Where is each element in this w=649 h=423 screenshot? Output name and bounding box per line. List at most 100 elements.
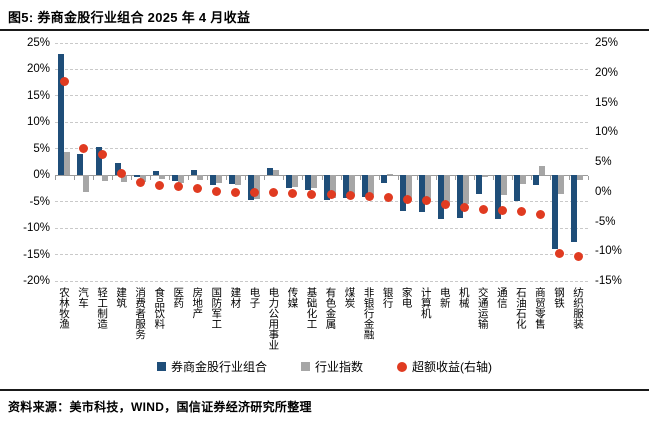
legend-marker-circle (397, 361, 408, 372)
bar-index (177, 175, 184, 184)
x-axis-line (55, 175, 588, 177)
legend-item: 超额收益(右轴) (397, 358, 492, 375)
dot-excess-return (440, 200, 450, 210)
legend-item: 行业指数 (301, 358, 363, 375)
bar-index (215, 175, 222, 183)
x-axis-label: 计算机 (419, 287, 432, 319)
source-note: 资料来源：美市科技，WIND，国信证券经济研究所整理 (8, 400, 312, 414)
bar-portfolio (476, 175, 483, 195)
bar-portfolio (95, 146, 102, 176)
x-axis-label: 消费者服务 (134, 287, 147, 340)
legend-label: 行业指数 (315, 360, 364, 374)
x-axis-tick (131, 176, 133, 181)
x-axis-label: 有色金属 (324, 287, 337, 329)
gridline (55, 254, 588, 256)
left-axis-tick-label: 25% (26, 37, 50, 49)
x-axis-tick (511, 176, 513, 181)
gridline (55, 201, 588, 203)
bar-portfolio (457, 175, 464, 218)
bar-portfolio (247, 175, 254, 201)
dot-excess-return (497, 205, 507, 215)
x-axis-label: 传媒 (286, 287, 299, 308)
bar-index (234, 175, 241, 186)
bar-portfolio (343, 175, 350, 199)
bar-portfolio (152, 170, 159, 176)
x-axis-tick (397, 176, 399, 181)
bar-index (368, 175, 375, 195)
x-axis-label: 家电 (400, 287, 413, 308)
legend-label: 超额收益(右轴) (412, 360, 493, 374)
dot-excess-return (155, 180, 165, 190)
x-axis-tick (283, 176, 285, 181)
x-axis-label: 建筑 (115, 287, 128, 308)
bar-index (406, 175, 413, 202)
bar-index (63, 152, 70, 176)
right-axis-tick-label: 5% (595, 156, 612, 168)
legend-marker-square (301, 362, 310, 371)
right-axis-tick-label: -5% (595, 215, 616, 228)
dot-excess-return (269, 188, 279, 198)
bar-index (463, 175, 470, 205)
bar-portfolio (228, 175, 235, 185)
dot-excess-return (421, 196, 431, 206)
bar-portfolio (495, 175, 502, 220)
x-axis-tick (226, 176, 228, 181)
dot-excess-return (117, 169, 127, 179)
bar-portfolio (285, 175, 292, 189)
x-axis-tick (93, 176, 95, 181)
x-axis-tick (568, 176, 570, 181)
gridline (55, 68, 588, 70)
x-axis-tick (588, 176, 589, 181)
x-axis-tick (492, 176, 494, 181)
bar-index (501, 175, 508, 196)
bar-index (330, 175, 337, 198)
x-axis-label: 通信 (495, 287, 508, 308)
x-axis-label: 国防军工 (210, 287, 223, 329)
bottom-divider (0, 389, 649, 391)
x-axis-tick (150, 176, 152, 181)
left-axis-tick-label: 10% (26, 116, 50, 129)
x-axis-tick (435, 176, 437, 181)
bar-index (444, 175, 451, 205)
x-axis-label: 银行 (381, 287, 394, 308)
bar-index (253, 175, 260, 200)
x-axis-tick (454, 176, 456, 181)
bar-index (158, 175, 165, 179)
x-axis-tick (74, 176, 76, 181)
dot-excess-return (60, 77, 70, 87)
x-axis-label: 电子 (248, 287, 261, 308)
x-axis-tick (530, 176, 532, 181)
left-axis-tick-label: -10% (23, 222, 50, 235)
right-axis-tick-label: -15% (595, 275, 622, 287)
dot-excess-return (250, 188, 260, 198)
x-axis-label: 电新 (438, 287, 451, 308)
bar-portfolio (400, 175, 407, 212)
left-axis-tick-label: 20% (26, 63, 50, 76)
gridline (55, 148, 588, 150)
x-axis-tick (207, 176, 209, 181)
x-axis-label: 纺织服装 (571, 287, 584, 329)
bar-portfolio (171, 175, 178, 182)
bar-index (196, 175, 203, 180)
bar-portfolio (514, 175, 521, 202)
title-divider (0, 29, 649, 31)
bar-index (482, 175, 489, 177)
dot-excess-return (136, 178, 146, 188)
bar-portfolio (419, 175, 426, 213)
bar-index (120, 175, 127, 183)
gridline (55, 121, 588, 123)
left-axis-tick-label: -20% (23, 275, 50, 287)
legend-item: 券商金股行业组合 (156, 358, 267, 375)
bar-portfolio (324, 175, 331, 201)
bar-portfolio (362, 175, 369, 198)
x-axis-label: 电力公用事业 (267, 287, 280, 350)
bar-index (425, 175, 432, 200)
x-axis-tick (245, 176, 247, 181)
legend-label: 券商金股行业组合 (170, 360, 267, 374)
x-axis-tick (321, 176, 323, 181)
bar-index (310, 175, 317, 189)
x-axis-tick (264, 176, 266, 181)
x-axis-label: 医药 (172, 287, 185, 308)
